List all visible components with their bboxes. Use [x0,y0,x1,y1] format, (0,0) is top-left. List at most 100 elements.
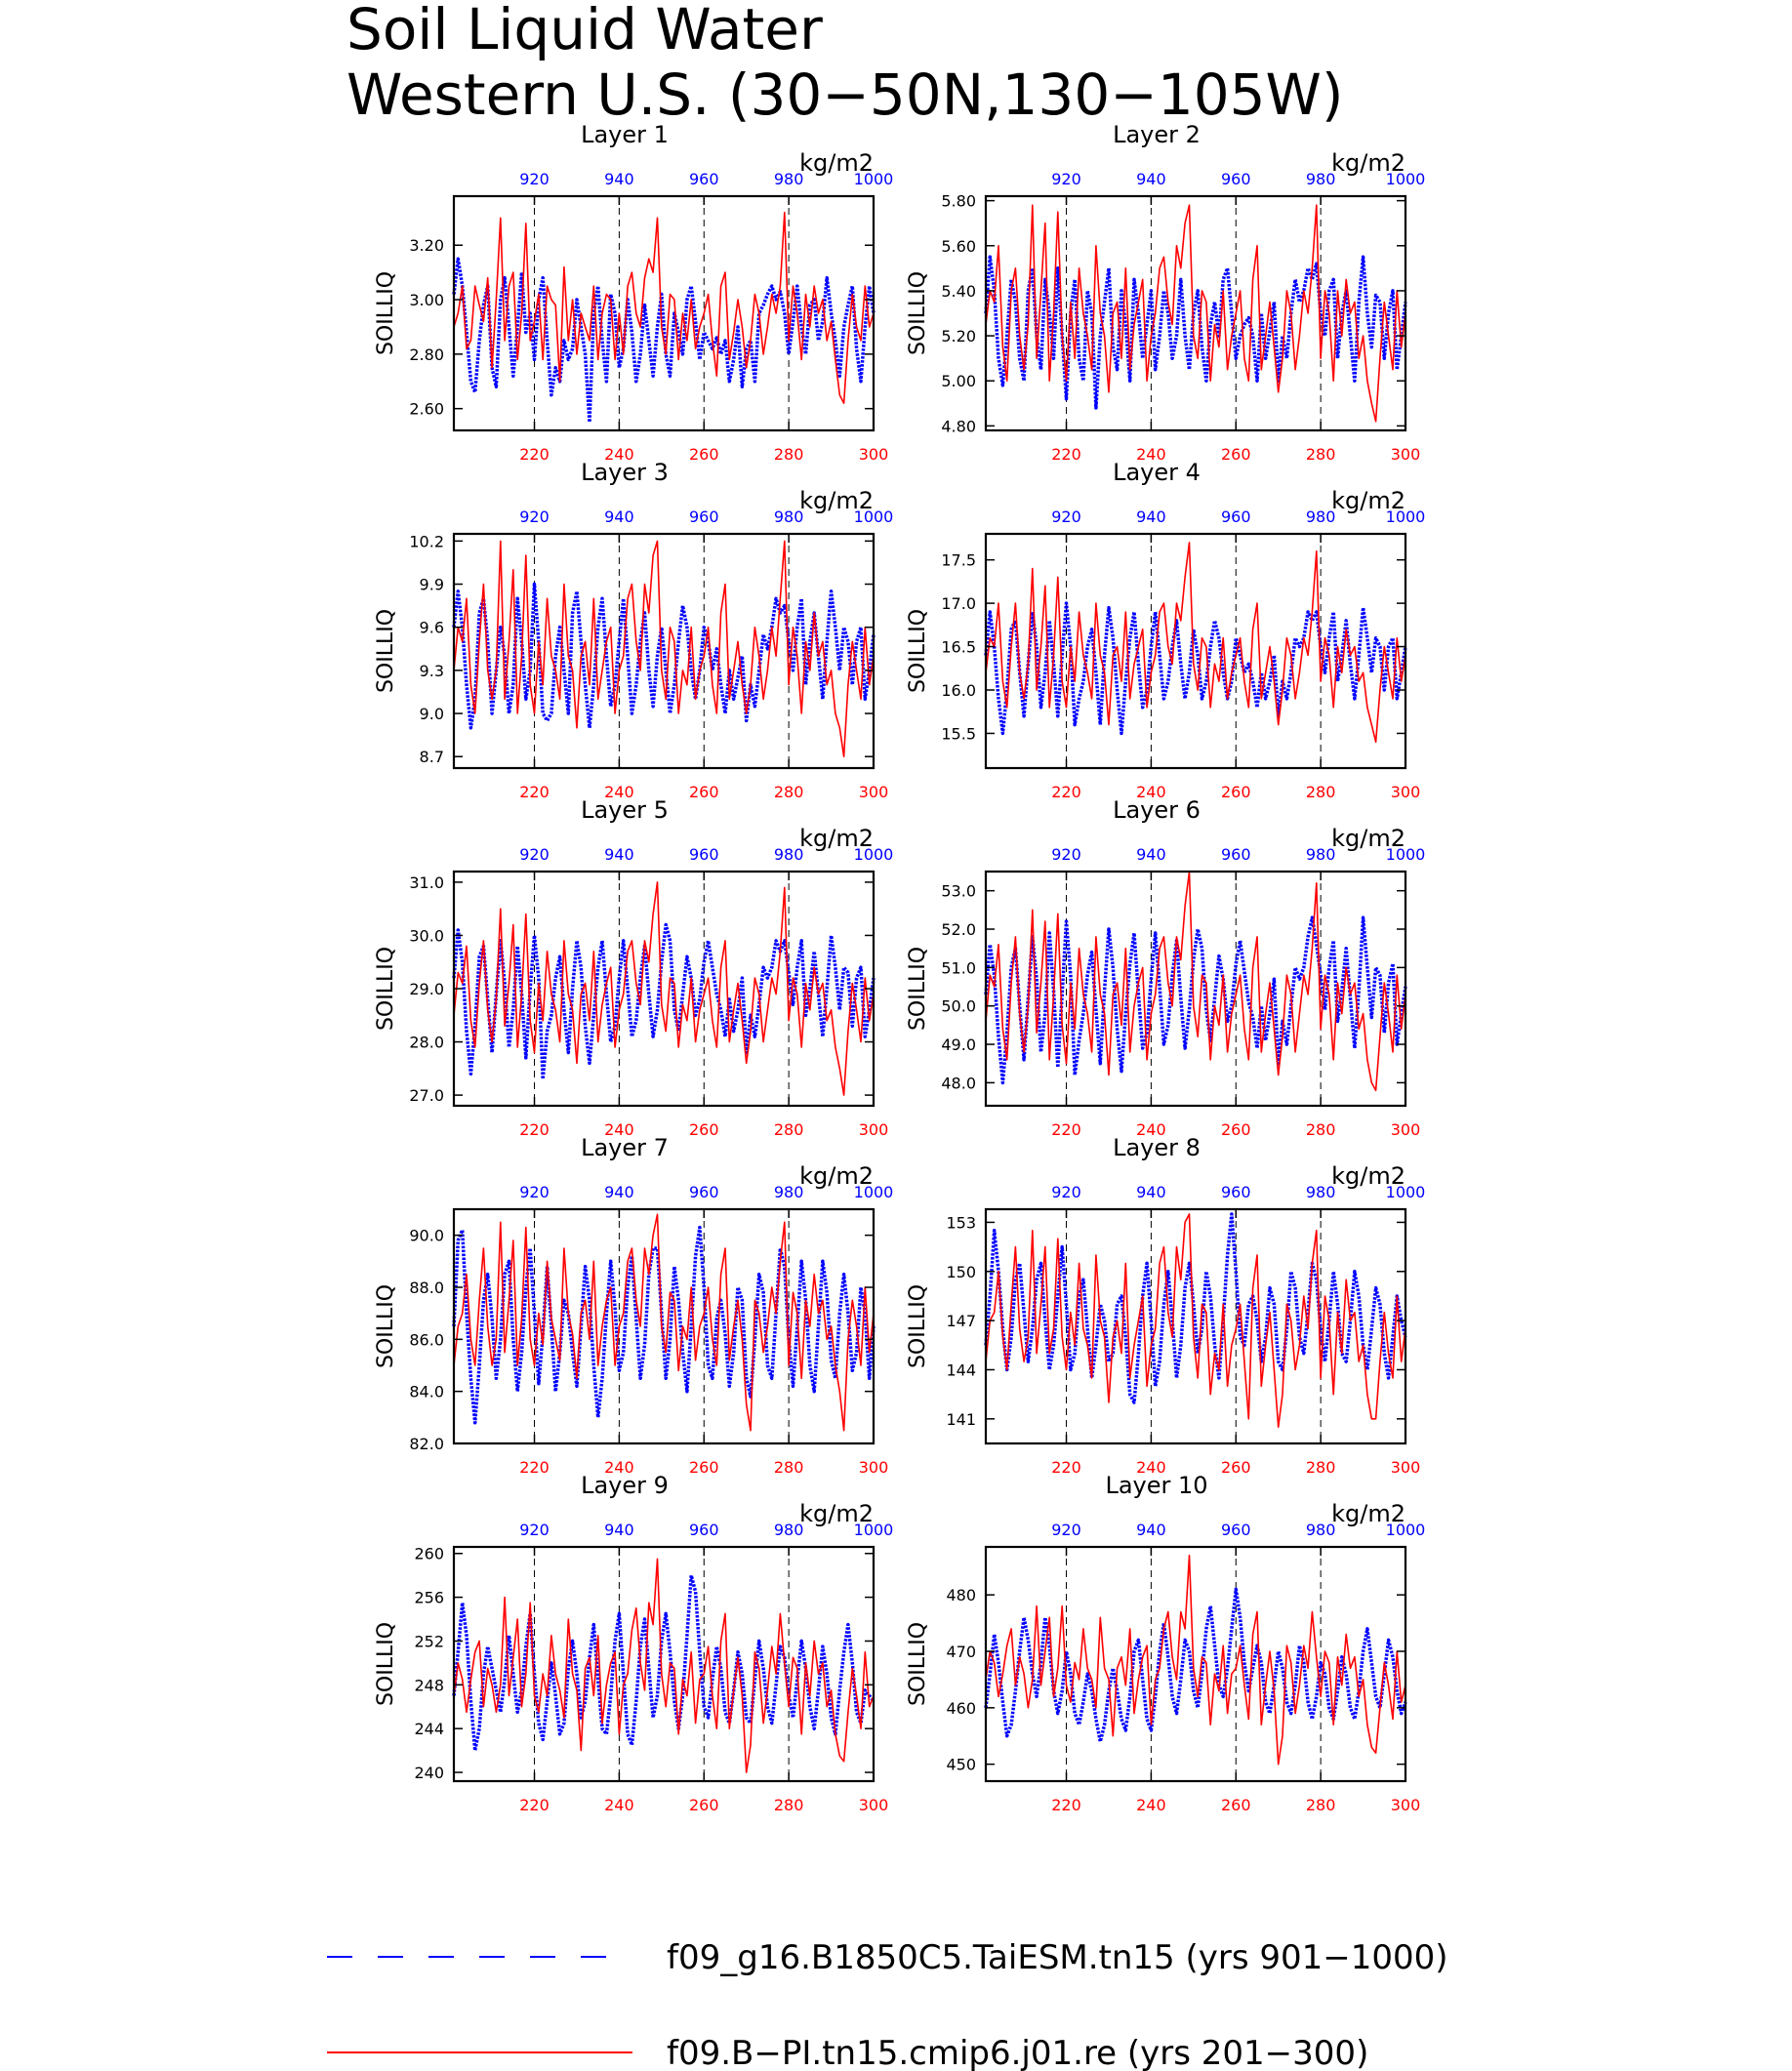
panel-layer-5: Layer 5 kg/m2 SOILLIQ 27.0 28.0 29.0 30.0 31.0 2… [374,796,893,1139]
x-tick-label-top: 980 [774,845,804,864]
x-tick-label-bottom: 240 [604,445,634,464]
x-tick-label-bottom: 300 [1391,445,1421,464]
y-tick-label: 9.9 [420,576,444,594]
figure-title-line2: Western U.S. (30−50N,130−105W) [346,61,1344,128]
x-tick-label-bottom: 220 [1051,1120,1081,1139]
plot-frame [984,532,1407,770]
panel-layer-3: Layer 3 kg/m2 SOILLIQ 8.7 9.0 9.3 9.6 9.9 10.2 22… [374,459,893,801]
x-tick-label-top: 1000 [1386,1183,1426,1201]
x-tick-label-top: 920 [1051,508,1081,526]
y-tick-label: 17.5 [941,551,976,570]
panel-title: Layer 6 [1113,796,1201,824]
series-line-cmip6 [985,204,1406,423]
y-axis-label: SOILLIQ [906,271,930,355]
x-tick-label-top: 940 [604,845,634,864]
x-tick-label-bottom: 260 [689,445,719,464]
series-line-cmip6 [453,1558,875,1773]
y-tick-label: 2.80 [409,345,444,364]
x-tick-label-top: 940 [604,508,634,526]
x-tick-label-top: 1000 [1386,1521,1426,1539]
y-tick-label: 48.0 [941,1074,976,1092]
y-tick-label: 50.0 [941,997,976,1016]
plot-frame [984,870,1407,1108]
x-tick-label-top: 1000 [854,845,894,864]
panel-title: Layer 5 [581,796,669,824]
x-tick-label-bottom: 220 [519,783,550,801]
y-tick-label: 450 [946,1756,976,1774]
x-tick-label-top: 980 [774,170,804,188]
y-tick-label: 15.5 [941,724,976,743]
panel-layer-4: Layer 4 kg/m2 SOILLIQ 15.5 16.0 16.5 17.0 17.5 2… [906,459,1425,801]
y-tick-label: 10.2 [409,532,444,550]
y-tick-label: 82.0 [409,1435,444,1453]
units-label: kg/m2 [1331,1162,1405,1190]
x-tick-label-top: 960 [1221,845,1251,864]
series-line-taiesm [984,915,1407,1085]
y-tick-label: 144 [946,1360,976,1379]
y-axis-label: SOILLIQ [906,947,930,1031]
units-label: kg/m2 [799,149,874,177]
x-tick-label-bottom: 240 [604,1458,634,1477]
y-tick-label: 17.0 [941,594,976,613]
x-tick-label-bottom: 280 [1306,445,1336,464]
units-label: kg/m2 [1331,1500,1405,1527]
x-tick-label-top: 960 [689,1521,719,1539]
x-tick-label-top: 1000 [1386,508,1426,526]
y-tick-label: 16.5 [941,638,976,657]
series-line-cmip6 [985,1554,1406,1766]
y-tick-label: 51.0 [941,958,976,977]
x-tick-label-top: 920 [519,1521,550,1539]
x-tick-label-bottom: 220 [1051,783,1081,801]
y-axis-label: SOILLIQ [374,947,398,1031]
y-tick-label: 16.0 [941,681,976,700]
x-tick-label-top: 940 [1136,1183,1166,1201]
x-tick-label-bottom: 220 [1051,1796,1081,1814]
y-tick-label: 260 [414,1545,444,1563]
series-line-cmip6 [453,211,875,404]
y-tick-label: 480 [946,1586,976,1604]
y-tick-label: 29.0 [409,980,444,998]
y-tick-label: 88.0 [409,1279,444,1297]
units-label: kg/m2 [799,487,874,514]
x-tick-label-bottom: 280 [774,1120,804,1139]
x-tick-label-top: 940 [1136,1521,1166,1539]
panel-layer-10: Layer 10 kg/m2 SOILLIQ 450 460 470 480 220 240 26… [906,1472,1425,1814]
y-axis-label: SOILLIQ [906,609,930,693]
series-line-taiesm [984,601,1407,736]
x-tick-label-top: 1000 [854,1183,894,1201]
x-tick-label-bottom: 260 [1221,1796,1251,1814]
panel-layer-6: Layer 6 kg/m2 SOILLIQ 48.0 49.0 50.0 51.0 52.0 5… [906,796,1425,1139]
x-tick-label-bottom: 240 [1136,783,1166,801]
panel-title: Layer 8 [1113,1134,1201,1161]
plot-frame [984,1207,1407,1445]
x-tick-label-top: 960 [1221,1183,1251,1201]
x-tick-label-bottom: 260 [689,1796,719,1814]
panel-layer-7: Layer 7 kg/m2 SOILLIQ 82.0 84.0 86.0 88.0 90.0 2… [374,1134,893,1477]
plot-frame [452,1207,876,1445]
x-tick-label-bottom: 300 [1391,1796,1421,1814]
series-line-cmip6 [985,871,1406,1092]
y-tick-label: 4.80 [941,417,976,435]
x-tick-label-top: 940 [1136,170,1166,188]
y-tick-label: 248 [414,1676,444,1694]
y-tick-label: 52.0 [941,920,976,939]
y-tick-label: 27.0 [409,1086,444,1105]
panels-grid: Layer 1 kg/m2 SOILLIQ 2.60 2.80 3.00 3.20 220 24… [374,121,1425,1814]
y-tick-label: 30.0 [409,926,444,945]
y-axis-label: SOILLIQ [374,271,398,355]
figure-title-line1: Soil Liquid Water [346,0,823,62]
y-tick-label: 2.60 [409,400,444,419]
series-line-taiesm [452,1225,876,1425]
x-tick-label-top: 920 [519,845,550,864]
x-tick-label-top: 920 [1051,170,1081,188]
y-axis-label: SOILLIQ [374,1284,398,1368]
x-tick-label-bottom: 240 [1136,1458,1166,1477]
x-tick-label-top: 1000 [1386,845,1426,864]
y-tick-label: 90.0 [409,1227,444,1245]
x-tick-label-bottom: 220 [519,1458,550,1477]
panel-title: Layer 7 [581,1134,669,1161]
x-tick-label-top: 960 [1221,508,1251,526]
x-tick-label-top: 960 [689,845,719,864]
x-tick-label-top: 960 [689,508,719,526]
x-tick-label-bottom: 280 [1306,1120,1336,1139]
